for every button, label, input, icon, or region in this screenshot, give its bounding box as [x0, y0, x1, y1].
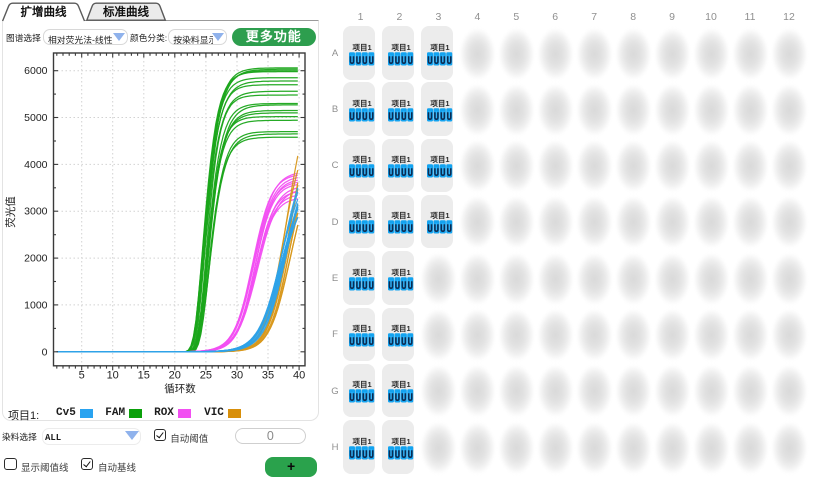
svg-text:4000: 4000 [24, 159, 48, 171]
svg-text:15: 15 [138, 369, 150, 381]
svg-text:标准曲线: 标准曲线 [102, 5, 149, 19]
svg-text:扩增曲线: 扩增曲线 [21, 5, 67, 19]
svg-text:0: 0 [42, 346, 48, 358]
svg-text:3000: 3000 [24, 206, 48, 218]
svg-text:40: 40 [293, 369, 305, 381]
svg-text:6000: 6000 [24, 65, 48, 77]
svg-text:35: 35 [262, 369, 274, 381]
svg-text:25: 25 [200, 369, 212, 381]
svg-text:5: 5 [79, 369, 85, 381]
svg-text:2000: 2000 [24, 253, 48, 265]
svg-text:20: 20 [169, 369, 181, 381]
svg-text:1000: 1000 [24, 299, 48, 311]
svg-text:循环数: 循环数 [164, 382, 196, 395]
svg-text:5000: 5000 [24, 112, 48, 124]
svg-text:10: 10 [107, 369, 119, 381]
svg-text:荧光值: 荧光值 [4, 196, 17, 228]
svg-text:30: 30 [231, 369, 243, 381]
